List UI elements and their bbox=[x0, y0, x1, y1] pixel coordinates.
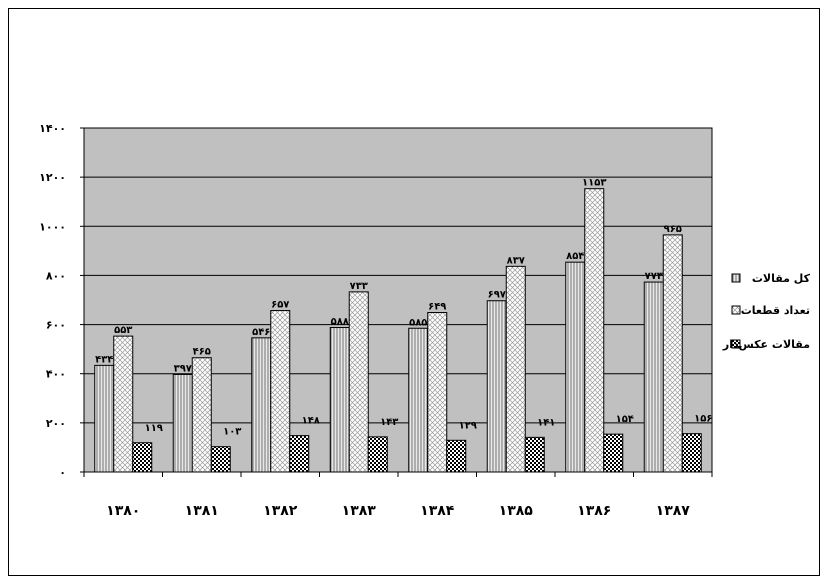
bar bbox=[663, 235, 682, 472]
data-label: ۵۵۳ bbox=[114, 325, 132, 336]
data-label: ۸۵۴ bbox=[566, 251, 584, 262]
bar bbox=[114, 336, 133, 472]
legend-swatch bbox=[732, 306, 740, 314]
data-label: ۱۵۶ bbox=[694, 414, 712, 425]
bar bbox=[585, 189, 604, 472]
data-label: ۱۱۹ bbox=[145, 423, 163, 434]
x-tick-label: ۱۳۸۷ bbox=[656, 503, 691, 519]
y-tick-label: ۱۰۰۰ bbox=[39, 220, 66, 233]
x-tick-label: ۱۳۸۰ bbox=[106, 503, 140, 519]
data-label: ۳۹۷ bbox=[174, 363, 192, 374]
bar bbox=[506, 266, 525, 472]
y-tick-label: ۴۰۰ bbox=[46, 368, 66, 381]
data-label: ۱۴۳ bbox=[380, 417, 398, 428]
bar bbox=[192, 358, 211, 472]
data-label: ۱۵۴ bbox=[616, 414, 634, 425]
bar bbox=[525, 437, 544, 472]
bar bbox=[409, 328, 428, 472]
bar bbox=[428, 313, 447, 472]
bar bbox=[368, 437, 387, 472]
data-label: ۴۳۴ bbox=[95, 354, 113, 365]
data-label: ۷۷۳ bbox=[645, 271, 663, 282]
data-label: ۶۹۷ bbox=[488, 290, 506, 301]
data-label: ۴۶۵ bbox=[193, 347, 211, 358]
x-tick-label: ۱۳۸۵ bbox=[499, 503, 534, 519]
data-label: ۱۲۹ bbox=[459, 420, 477, 431]
y-tick-label: ۱۲۰۰ bbox=[39, 171, 66, 184]
bar bbox=[252, 338, 271, 472]
data-label: ۱۴۱ bbox=[537, 417, 555, 428]
bar bbox=[487, 301, 506, 472]
legend: کل مقالات تعداد قطعات مقالات عکس‌دار bbox=[722, 272, 811, 351]
bar bbox=[95, 365, 114, 472]
legend-swatch bbox=[732, 274, 740, 282]
x-tick-label: ۱۳۸۲ bbox=[263, 503, 298, 519]
y-tick-label: ۱۴۰۰ bbox=[39, 122, 66, 135]
bar bbox=[271, 311, 290, 472]
data-label: ۷۳۳ bbox=[350, 281, 368, 292]
x-tick-label: ۱۳۸۳ bbox=[342, 503, 377, 519]
bar bbox=[211, 447, 230, 472]
data-label: ۵۴۶ bbox=[252, 327, 270, 338]
x-tick-label: ۱۳۸۱ bbox=[185, 503, 219, 519]
data-label: ۹۶۵ bbox=[664, 224, 682, 235]
y-tick-label: ۲۰۰ bbox=[46, 417, 66, 430]
y-tick-label: ۶۰۰ bbox=[46, 319, 66, 332]
y-tick-label: ۰ bbox=[59, 466, 66, 479]
legend-label: مقالات عکس‌دار bbox=[722, 338, 810, 351]
data-label: ۱۴۸ bbox=[302, 416, 320, 427]
data-label: ۶۵۷ bbox=[271, 300, 289, 311]
x-tick-label: ۱۳۸۴ bbox=[420, 503, 455, 519]
bar bbox=[290, 436, 309, 472]
data-label: ۸۳۷ bbox=[507, 255, 525, 266]
bar bbox=[133, 443, 152, 472]
bar bbox=[644, 282, 663, 472]
data-label: ۵۸۸ bbox=[331, 317, 349, 328]
y-tick-label: ۸۰۰ bbox=[46, 269, 66, 282]
bar bbox=[604, 434, 623, 472]
legend-label: کل مقالات bbox=[752, 272, 811, 285]
bar bbox=[349, 292, 368, 472]
data-label: ۵۸۵ bbox=[409, 317, 427, 328]
x-tick-label: ۱۳۸۶ bbox=[577, 503, 611, 519]
bar bbox=[330, 328, 349, 472]
bar bbox=[566, 262, 585, 472]
bar bbox=[682, 434, 701, 472]
bar bbox=[173, 374, 192, 472]
bar bbox=[447, 440, 466, 472]
legend-label: تعداد قطعات bbox=[741, 304, 810, 317]
data-label: ۱۱۵۳ bbox=[582, 178, 606, 189]
data-label: ۱۰۳ bbox=[223, 427, 241, 438]
data-label: ۶۴۹ bbox=[428, 302, 446, 313]
